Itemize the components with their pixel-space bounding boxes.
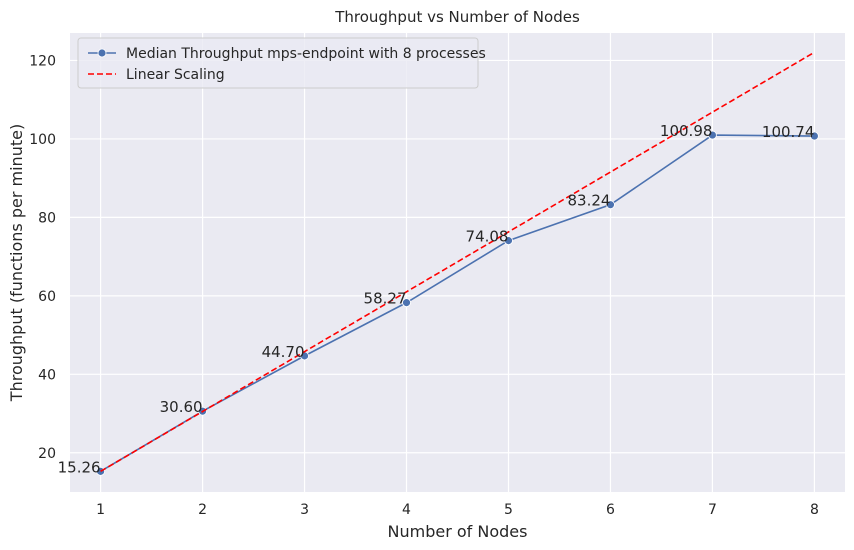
data-label: 15.26 xyxy=(58,458,101,476)
x-tick-label: 1 xyxy=(96,502,105,518)
tick-labels: 1 2 3 4 5 6 7 8 20 40 60 80 100 120 xyxy=(29,53,819,518)
data-labels: 15.26 30.60 44.70 58.27 74.08 83.24 100.98 100.… xyxy=(58,122,815,476)
x-tick-label: 3 xyxy=(300,502,309,518)
series-layer xyxy=(96,51,819,476)
y-tick-label: 20 xyxy=(38,446,56,462)
data-point xyxy=(708,130,717,140)
y-tick-label: 100 xyxy=(29,132,56,148)
y-axis-label: Throughput (functions per minute) xyxy=(7,124,26,402)
legend-entry-median: Median Throughput mps-endpoint with 8 pr… xyxy=(126,46,486,62)
data-label: 100.98 xyxy=(660,122,713,140)
legend-box xyxy=(77,37,479,89)
x-tick-label: 2 xyxy=(198,502,207,518)
y-tick-label: 60 xyxy=(38,289,56,305)
x-tick-label: 7 xyxy=(708,502,717,518)
x-tick-label: 8 xyxy=(810,502,819,518)
x-tick-label: 4 xyxy=(402,502,411,518)
legend-entry-linear: Linear Scaling xyxy=(126,67,225,83)
data-label: 100.74 xyxy=(762,123,815,141)
series-line-1 xyxy=(100,51,815,473)
y-tick-label: 40 xyxy=(38,367,56,383)
chart-title: Throughput vs Number of Nodes xyxy=(334,8,580,26)
data-label: 30.60 xyxy=(160,398,203,416)
y-tick-label: 80 xyxy=(38,210,56,226)
data-label: 44.70 xyxy=(262,343,305,361)
legend-marker-median xyxy=(97,48,107,58)
data-point xyxy=(402,298,411,308)
data-point xyxy=(810,131,819,141)
plot-area xyxy=(70,33,845,492)
data-point xyxy=(504,236,513,246)
data-label: 74.08 xyxy=(466,228,509,246)
legend: Median Throughput mps-endpoint with 8 pr… xyxy=(77,37,486,89)
x-axis-label: Number of Nodes xyxy=(388,522,528,541)
data-label: 58.27 xyxy=(364,290,407,308)
data-point xyxy=(606,200,615,210)
x-tick-label: 6 xyxy=(606,502,615,518)
y-tick-label: 120 xyxy=(29,53,56,69)
x-tick-label: 5 xyxy=(504,502,513,518)
data-label: 83.24 xyxy=(568,192,611,210)
